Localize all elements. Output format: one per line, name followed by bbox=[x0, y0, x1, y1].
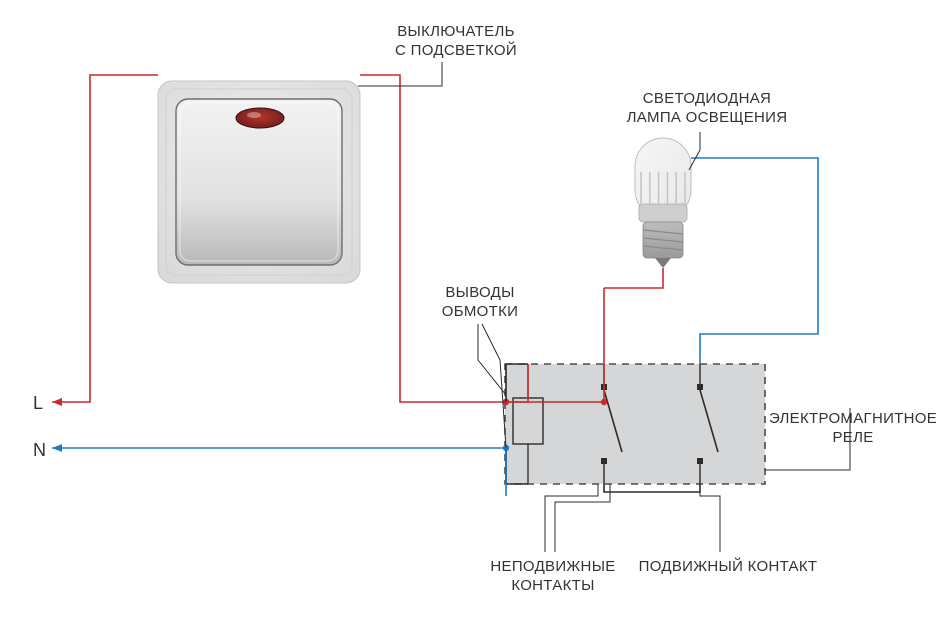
wiring-diagram bbox=[0, 0, 939, 631]
